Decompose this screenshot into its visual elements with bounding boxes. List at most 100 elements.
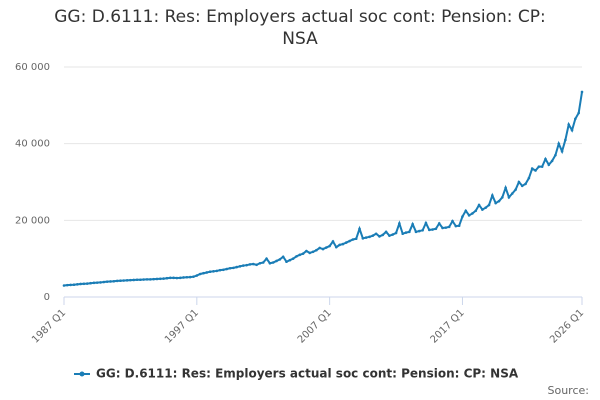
point: [251, 262, 255, 266]
point: [540, 165, 544, 168]
point: [215, 269, 219, 273]
point: [242, 264, 245, 267]
point: [494, 201, 497, 205]
point: [145, 278, 149, 281]
point: [514, 188, 517, 191]
point: [461, 215, 464, 218]
x-tick-label: 1987 Q1: [30, 307, 68, 345]
point: [527, 176, 531, 180]
point: [89, 281, 92, 285]
point: [501, 196, 504, 199]
point: [338, 243, 341, 247]
point: [268, 261, 272, 265]
point: [125, 279, 129, 282]
point: [437, 222, 441, 225]
point: [305, 249, 308, 253]
point: [99, 281, 102, 284]
point: [255, 263, 258, 267]
point: [321, 247, 325, 251]
point: [577, 111, 580, 115]
point: [328, 244, 331, 248]
point: [175, 276, 179, 280]
point: [288, 258, 292, 262]
point: [142, 278, 145, 281]
point: [82, 282, 86, 286]
point: [497, 199, 501, 203]
y-tick-label: 20 000: [15, 215, 50, 226]
point: [547, 163, 551, 167]
point: [534, 169, 537, 172]
point: [411, 222, 414, 226]
point: [122, 279, 126, 282]
point: [447, 225, 451, 229]
point: [404, 231, 408, 234]
point: [417, 229, 421, 233]
point: [520, 184, 524, 188]
point: [431, 228, 434, 231]
point: [544, 157, 547, 161]
source: Source:: [548, 384, 590, 397]
x-tick-label: 2017 Q1: [429, 307, 467, 345]
point: [202, 271, 205, 275]
point: [504, 186, 507, 190]
point: [398, 222, 401, 225]
point: [371, 234, 375, 237]
point: [401, 232, 404, 236]
point: [517, 180, 521, 184]
point: [421, 229, 424, 232]
point: [464, 209, 468, 213]
series-line: [63, 91, 583, 287]
point: [192, 275, 195, 278]
legend-label: GG: D.6111: Res: Employers actual soc co…: [96, 367, 519, 381]
point: [198, 272, 202, 276]
point: [188, 275, 192, 279]
point: [155, 277, 159, 281]
chart-title: GG: D.6111: Res: Employers actual soc co…: [54, 7, 546, 49]
point: [281, 255, 285, 259]
point: [135, 278, 139, 282]
point: [265, 257, 268, 260]
point: [454, 224, 458, 228]
point: [112, 279, 116, 283]
point: [318, 246, 321, 250]
point: [537, 165, 541, 168]
point: [115, 279, 119, 283]
point: [530, 167, 534, 170]
point: [275, 259, 278, 263]
point: [351, 238, 355, 241]
point: [567, 123, 571, 126]
point: [258, 261, 262, 265]
y-tick-label: 60 000: [15, 62, 50, 73]
point: [119, 279, 122, 283]
point: [95, 281, 99, 284]
point: [152, 277, 155, 281]
point: [162, 277, 165, 280]
point: [301, 252, 305, 255]
point: [212, 270, 215, 273]
point: [208, 270, 212, 274]
point: [467, 214, 471, 217]
point: [550, 159, 554, 163]
point: [248, 263, 252, 266]
point: [341, 242, 345, 246]
point: [69, 283, 72, 287]
x-tick-label: 2007 Q1: [296, 307, 334, 345]
point: [474, 209, 478, 213]
point: [315, 248, 318, 252]
x-tick-label: 1997 Q1: [163, 307, 201, 345]
point: [102, 280, 106, 284]
point: [182, 276, 185, 279]
point: [298, 253, 302, 257]
point: [487, 203, 491, 207]
point: [109, 280, 112, 283]
point: [471, 212, 474, 215]
point: [394, 231, 398, 235]
point: [285, 260, 288, 264]
point: [235, 265, 238, 269]
point: [358, 227, 361, 231]
point: [139, 278, 142, 282]
point: [79, 282, 82, 286]
point: [381, 233, 385, 237]
